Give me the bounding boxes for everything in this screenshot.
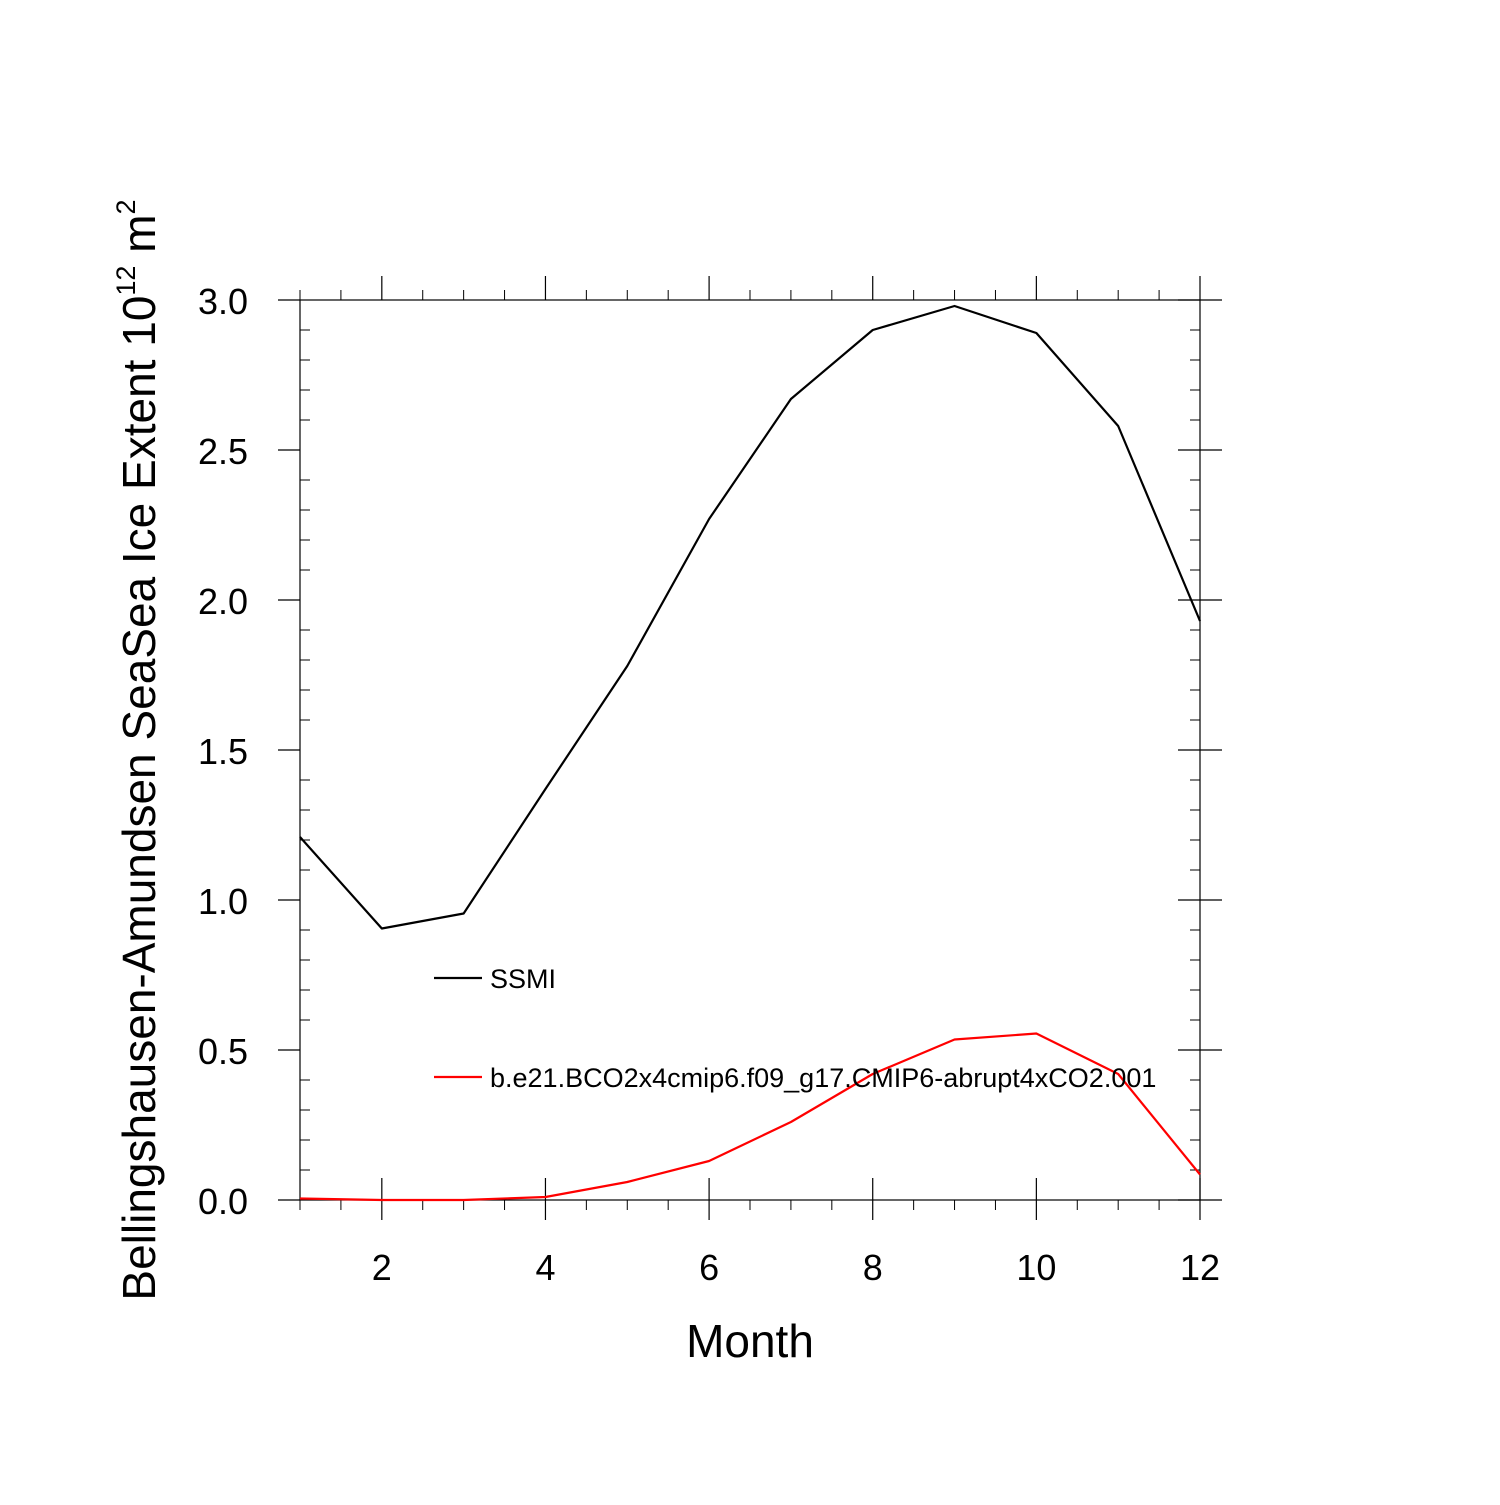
y-axis-label-exponent: 12 bbox=[111, 266, 141, 296]
series-line-2 bbox=[299, 1032, 1201, 1202]
y-tick-label: 1.0 bbox=[198, 881, 248, 922]
y-tick-label: 2.5 bbox=[198, 431, 248, 472]
y-tick-label: 0.5 bbox=[198, 1031, 248, 1072]
x-tick-label: 4 bbox=[535, 1247, 555, 1288]
y-tick-label: 0.0 bbox=[198, 1181, 248, 1222]
x-tick-label: 8 bbox=[863, 1247, 883, 1288]
x-tick-label: 6 bbox=[699, 1247, 719, 1288]
y-axis-label-unit-exponent: 2 bbox=[111, 199, 141, 214]
series-lines bbox=[299, 304, 1202, 1202]
y-axis-label-text: Bellingshausen-Amundsen SeaSea Ice Exten… bbox=[113, 296, 165, 1301]
y-axis-label: Bellingshausen-Amundsen SeaSea Ice Exten… bbox=[111, 199, 165, 1300]
minor-ticks bbox=[299, 290, 1200, 1210]
y-tick-label: 2.0 bbox=[198, 581, 248, 622]
x-tick-labels: 2 4 6 8 10 12 bbox=[372, 1247, 1220, 1288]
x-tick-label: 10 bbox=[1016, 1247, 1056, 1288]
legend-label: SSMI bbox=[490, 964, 556, 994]
y-axis-label-unit-space bbox=[113, 253, 165, 266]
x-tick-label: 2 bbox=[372, 1247, 392, 1288]
y-tick-label: 1.5 bbox=[198, 731, 248, 772]
y-tick-labels: 0.0 0.5 1.0 1.5 2.0 2.5 3.0 bbox=[198, 281, 248, 1222]
x-tick-label: 12 bbox=[1180, 1247, 1220, 1288]
series-line-1 bbox=[299, 304, 1202, 930]
x-axis-label: Month bbox=[686, 1315, 814, 1367]
y-tick-label: 3.0 bbox=[198, 281, 248, 322]
plot-frame bbox=[299, 299, 1201, 1201]
legend-label: b.e21.BCO2x4cmip6.f09_g17.CMIP6-abrupt4x… bbox=[490, 1063, 1156, 1093]
y-axis-label-unit: m bbox=[113, 214, 165, 252]
legend: SSMI b.e21.BCO2x4cmip6.f09_g17.CMIP6-abru… bbox=[434, 964, 1156, 1093]
